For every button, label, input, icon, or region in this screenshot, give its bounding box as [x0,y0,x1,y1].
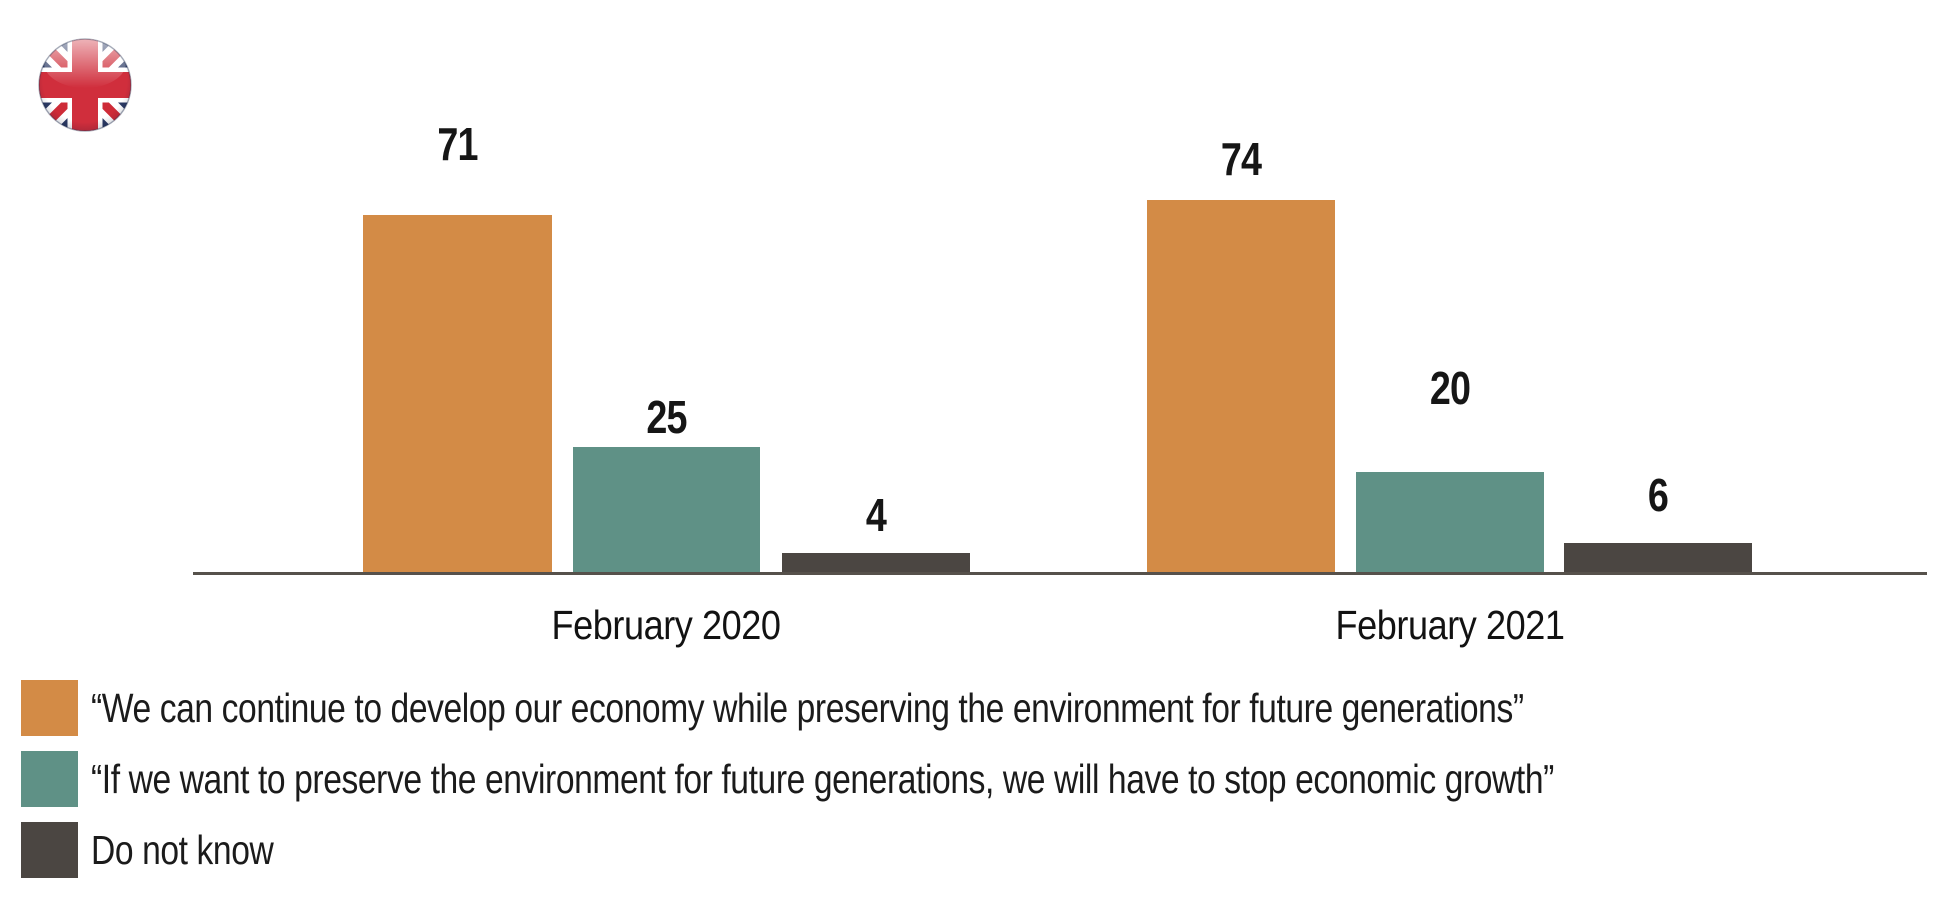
bar [363,215,552,573]
bar-value-label: 20 [1429,362,1471,414]
x-axis-label-february-2020: February 2020 [551,602,781,648]
x-axis-label-february-2021: February 2021 [1335,602,1565,648]
uk-flag-icon [38,38,132,132]
legend-item: Do not know [21,822,313,878]
legend-label: Do not know [91,826,274,873]
bar [1147,200,1335,573]
x-axis-line [193,572,1927,575]
legend-label: “If we want to preserve the environment … [91,755,1554,802]
bar-value-label: 25 [646,391,687,443]
bar [1564,543,1752,573]
bar [782,553,970,573]
bar-value-label: 74 [1220,133,1262,185]
legend-label: “We can continue to develop our economy … [91,684,1524,731]
bar [1356,472,1544,573]
legend-item: “If we want to preserve the environment … [21,751,1875,807]
legend-swatch [21,751,78,807]
uk-flag-graphic [38,38,132,132]
bar-value-label: 4 [865,489,887,541]
legend-swatch [21,680,78,736]
bar-value-label: 71 [437,118,478,170]
legend-item: “We can continue to develop our economy … [21,680,1838,736]
bar-value-label: 6 [1647,469,1669,521]
legend-swatch [21,822,78,878]
bar [573,447,760,573]
